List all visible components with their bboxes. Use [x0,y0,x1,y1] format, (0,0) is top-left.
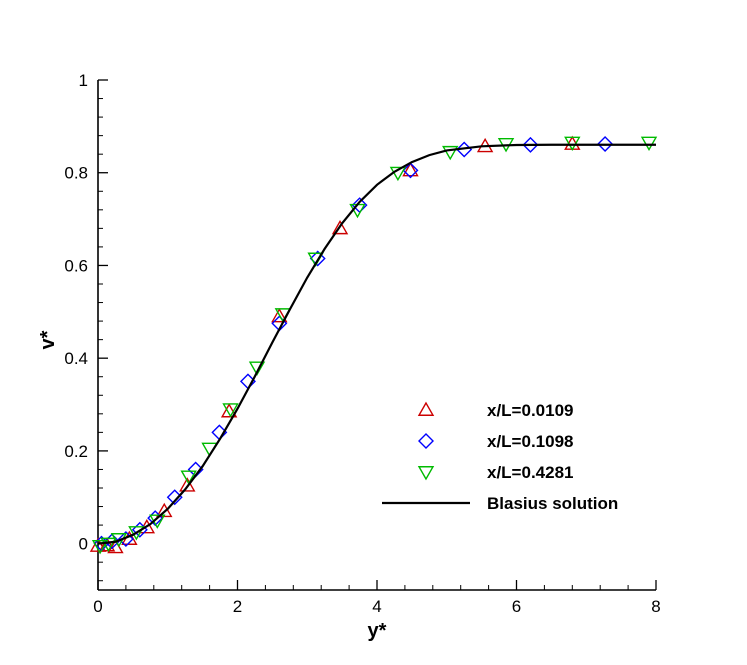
y-axis-title: v* [37,330,59,349]
legend-marker [418,433,434,449]
data-point-series-2 [389,166,407,182]
data-point-series-2 [91,540,109,555]
data-point-series-2 [180,470,197,485]
data-point-series-2 [128,526,145,541]
data-point-series-0 [89,537,107,552]
y-tick-label: 0.8 [64,164,88,183]
data-point-series-1 [402,162,419,179]
legend-label: Blasius solution [487,494,618,513]
y-tick-label: 1 [79,71,88,90]
x-tick-label: 8 [651,597,660,616]
legend-label: x/L=0.1098 [487,432,574,451]
data-point-series-1 [597,135,614,152]
x-tick-label: 6 [512,597,521,616]
data-point-series-2 [564,136,581,152]
x-tick-label: 0 [93,597,102,616]
y-tick-label: 0.6 [64,256,88,275]
data-point-series-0 [402,161,419,177]
legend-marker [417,466,435,481]
data-point-series-1 [522,136,539,153]
data-point-series-0 [98,537,116,552]
legend: x/L=0.0109 x/L=0.1098 x/L=0.4281 Blasius so… [382,401,618,513]
y-axis: 0 0.2 0.4 0.6 0.8 1 [64,71,108,582]
data-point-series-2 [640,136,658,152]
data-point-series-0 [179,477,196,492]
legend-label: x/L=0.0109 [487,401,574,420]
data-point-series-0 [271,308,288,323]
x-tick-label: 2 [233,597,242,616]
data-point-series-2 [442,145,459,161]
plot-area [97,80,656,591]
legend-label: x/L=0.4281 [487,463,574,482]
data-point-series-2 [100,537,117,553]
series-line-blasius [97,143,656,545]
data-point-series-0 [220,403,238,418]
data-point-series-0 [564,135,581,150]
data-point-series-1 [309,250,326,267]
x-axis: 0 2 4 6 8 [93,580,661,616]
y-tick-label: 0.4 [64,349,88,368]
data-point-series-2 [222,403,239,418]
x-axis-title: y* [368,620,387,642]
data-point-series-2 [248,361,266,376]
y-tick-label: 0 [79,535,88,554]
series-layer [89,135,658,555]
legend-marker [417,401,435,416]
data-point-series-0 [331,219,349,235]
y-tick-label: 0.2 [64,442,88,461]
x-tick-label: 4 [372,597,381,616]
